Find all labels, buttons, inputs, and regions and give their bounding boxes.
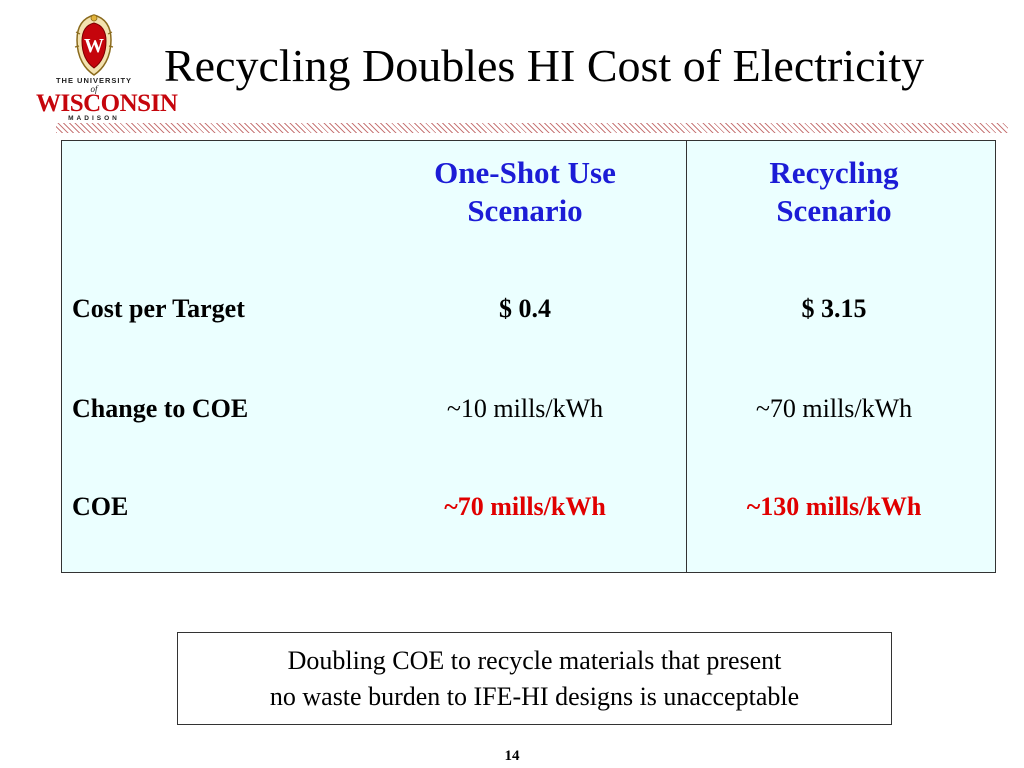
row-label-change-to-coe: Change to COE: [72, 394, 249, 423]
row-label-coe: COE: [72, 492, 129, 521]
logo-line-bottom: MADISON: [68, 115, 120, 122]
university-logo: W THE UNIVERSITY of WISCONSIN MADISON: [36, 10, 178, 122]
cost-per-target-recycling: $ 3.15: [801, 294, 867, 323]
title-divider: [56, 123, 1008, 133]
cost-per-target-one-shot: $ 0.4: [499, 294, 551, 323]
change-to-coe-recycling: ~70 mills/kWh: [755, 394, 913, 423]
header-recycling: Recycling Scenario: [684, 154, 984, 230]
logo-line-top: THE UNIVERSITY: [55, 76, 133, 85]
change-to-coe-one-shot: ~10 mills/kWh: [446, 394, 604, 423]
comparison-table: One-Shot Use Scenario Recycling Scenario…: [61, 140, 996, 573]
conclusion-line1: Doubling COE to recycle materials that p…: [287, 646, 782, 675]
column-divider: [686, 141, 687, 572]
logo-wordmark: WISCONSIN: [36, 90, 178, 117]
slide-title: Recycling Doubles HI Cost of Electricity: [164, 40, 925, 91]
conclusion-box: Doubling COE to recycle materials that p…: [177, 632, 892, 725]
header-one-shot-line1: One-Shot Use: [434, 155, 616, 190]
header-one-shot: One-Shot Use Scenario: [375, 154, 675, 230]
header-one-shot-line2: Scenario: [467, 193, 583, 228]
crest-letter: W: [84, 35, 104, 57]
conclusion-line2: no waste burden to IFE-HI designs is una…: [269, 682, 800, 711]
page-number: 14: [504, 748, 520, 764]
header-recycling-line2: Scenario: [776, 193, 892, 228]
header-recycling-line1: Recycling: [769, 155, 899, 190]
row-label-cost-per-target: Cost per Target: [72, 294, 245, 323]
crest-icon: W: [74, 14, 114, 76]
coe-recycling: ~130 mills/kWh: [746, 492, 922, 521]
logo-line-of: of: [90, 84, 98, 94]
coe-one-shot: ~70 mills/kWh: [444, 492, 606, 521]
